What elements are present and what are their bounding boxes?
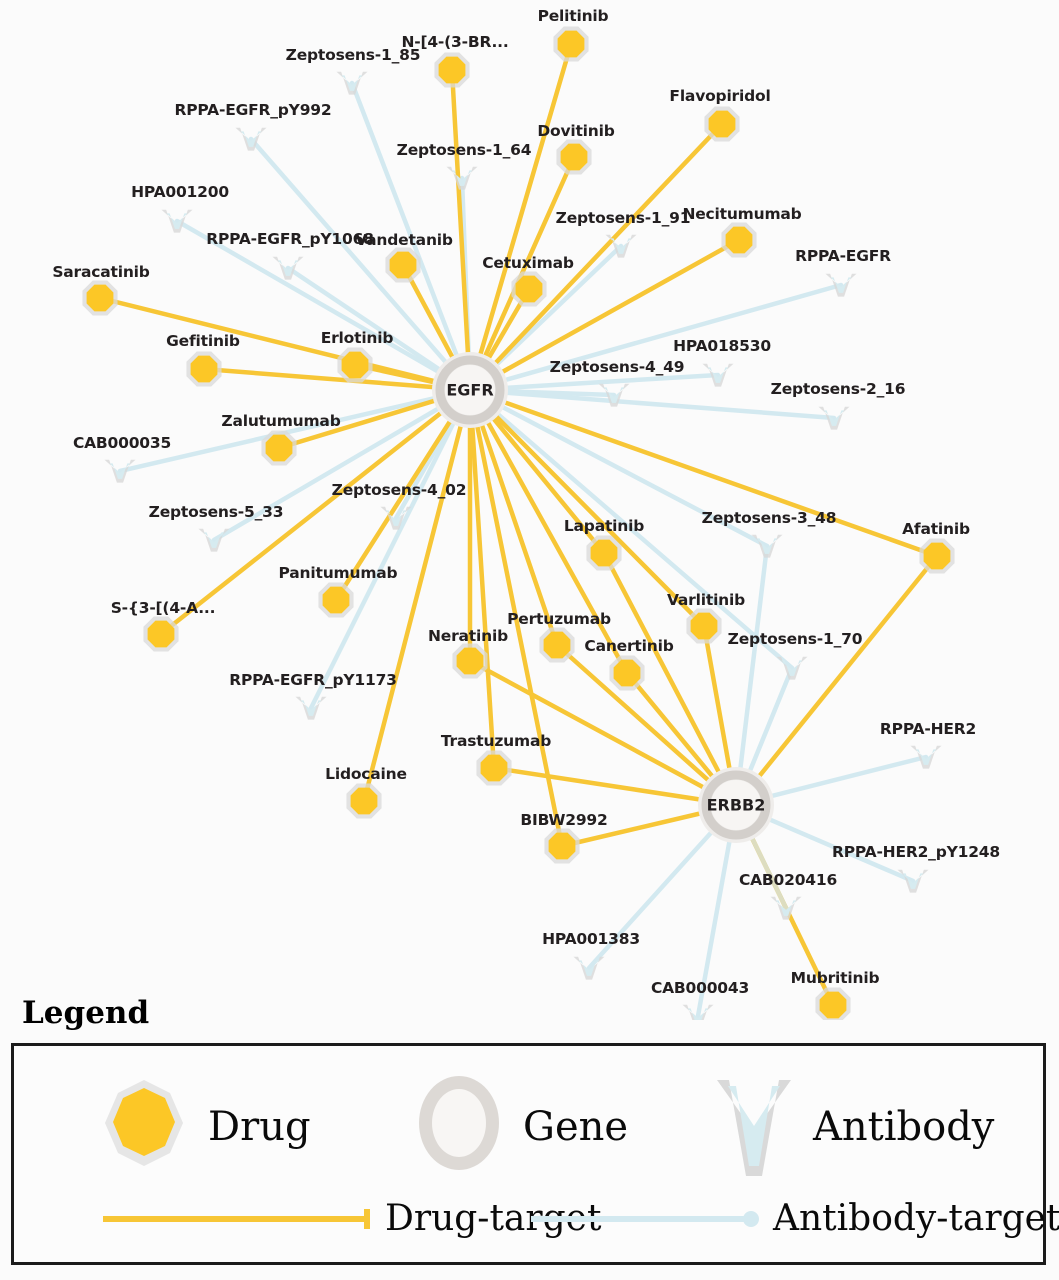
drug-node[interactable] (385, 247, 421, 283)
legend-label-gene: Gene (523, 1103, 629, 1150)
antibody-node[interactable] (770, 896, 802, 920)
drug-target-edge[interactable] (158, 387, 473, 637)
antibody-node[interactable] (235, 127, 267, 151)
drug-target-edge[interactable] (467, 41, 574, 393)
legend-title: Legend (22, 995, 150, 1031)
antibody-node[interactable] (573, 956, 605, 980)
antibody-target-edge[interactable] (174, 218, 473, 393)
drug-node[interactable] (82, 280, 118, 316)
legend-item-gene: Gene (409, 1074, 628, 1179)
antibody-target-edge[interactable] (467, 372, 721, 393)
antibody-node[interactable] (598, 383, 630, 407)
antibody-node[interactable] (380, 506, 412, 530)
drug-target-edge[interactable] (467, 237, 742, 393)
drug-node[interactable] (544, 828, 580, 864)
antibody-target-edge-icon (531, 1211, 759, 1227)
drug-target-edge[interactable] (467, 658, 739, 808)
antibody-node[interactable] (161, 209, 193, 233)
antibody-target-edge[interactable] (467, 387, 795, 671)
drug-target-edge[interactable] (467, 387, 565, 849)
legend-item-antibody-target: Antibody-target (527, 1201, 1059, 1237)
node-layer (82, 26, 955, 1020)
antibody-node[interactable] (825, 273, 857, 297)
network-graph[interactable]: N-[4-(3-BR... Pelitinib Flavopiridol Doviti… (0, 0, 1059, 1020)
antibody-target-edge[interactable] (733, 543, 770, 808)
antibody-node[interactable] (336, 71, 368, 95)
drug-node[interactable] (318, 582, 354, 618)
legend-label-drug: Drug (208, 1103, 311, 1150)
drug-node[interactable] (434, 52, 470, 88)
antibody-node[interactable] (751, 534, 783, 558)
antibody-node[interactable] (776, 656, 808, 680)
antibody-target-edge[interactable] (211, 387, 473, 543)
drug-target-edge[interactable] (361, 387, 473, 804)
drug-node[interactable] (346, 783, 382, 819)
legend-item-antibody: Antibody (709, 1074, 994, 1179)
antibody-node[interactable] (702, 363, 734, 387)
drug-node[interactable] (337, 347, 373, 383)
antibody-target-edge[interactable] (349, 80, 473, 393)
antibody-target-edge[interactable] (467, 387, 837, 421)
legend-label-antibody: Antibody (813, 1103, 995, 1150)
antibody-node[interactable] (446, 166, 478, 190)
antibody-node[interactable] (198, 528, 230, 552)
drug-target-edge[interactable] (554, 642, 739, 808)
antibody-chevron-icon (717, 1080, 791, 1176)
antibody-target-edge[interactable] (467, 282, 844, 393)
antibody-target-edge[interactable] (117, 387, 473, 474)
drug-node[interactable] (539, 627, 575, 663)
drug-node[interactable] (143, 616, 179, 652)
legend-item-drug: Drug (94, 1074, 311, 1179)
drug-node[interactable] (553, 26, 589, 62)
antibody-node[interactable] (104, 459, 136, 483)
drug-target-edge[interactable] (201, 366, 473, 393)
drug-target-edge[interactable] (467, 121, 725, 393)
drug-node[interactable] (476, 750, 512, 786)
drug-target-edge-icon (103, 1209, 370, 1229)
drug-octagon-icon (105, 1080, 183, 1166)
gene-node[interactable] (432, 352, 508, 428)
drug-node[interactable] (586, 535, 622, 571)
antibody-node[interactable] (910, 745, 942, 769)
antibody-target-edge[interactable] (467, 387, 770, 549)
antibody-node[interactable] (272, 256, 304, 280)
drug-target-edge[interactable] (333, 387, 473, 603)
drug-node[interactable] (556, 139, 592, 175)
drug-target-edge[interactable] (467, 387, 707, 629)
drug-node[interactable] (815, 987, 851, 1020)
drug-node[interactable] (186, 351, 222, 387)
drug-node[interactable] (452, 643, 488, 679)
drug-target-edge[interactable] (467, 387, 630, 676)
gene-ring-icon (419, 1076, 499, 1170)
antibody-node[interactable] (295, 696, 327, 720)
drug-target-edge[interactable] (733, 553, 940, 808)
antibody-target-edge[interactable] (308, 387, 473, 711)
drug-node[interactable] (721, 222, 757, 258)
antibody-node[interactable] (605, 234, 637, 258)
drug-target-edge[interactable] (601, 550, 739, 808)
legend-box: Drug Gene Antibody Drug-target (11, 1043, 1059, 1265)
antibody-target-edge[interactable] (248, 136, 473, 393)
legend-label-antibody-target: Antibody-target (773, 1198, 1059, 1239)
drug-target-edge[interactable] (467, 387, 560, 648)
antibody-node[interactable] (818, 406, 850, 430)
gene-node-label: EGFR (446, 380, 494, 400)
drug-target-edge[interactable] (491, 765, 739, 808)
drug-target-edge[interactable] (467, 387, 497, 771)
antibody-node[interactable] (897, 869, 929, 893)
gene-node-label: ERBB2 (706, 795, 766, 815)
drug-node[interactable] (511, 271, 547, 307)
drug-target-edge[interactable] (449, 67, 473, 393)
graph-canvas[interactable] (0, 0, 1059, 1020)
drug-target-edge[interactable] (467, 387, 940, 559)
drug-node[interactable] (609, 655, 645, 691)
drug-node[interactable] (919, 538, 955, 574)
gene-node[interactable] (698, 767, 774, 843)
drug-node[interactable] (686, 608, 722, 644)
drug-node[interactable] (704, 106, 740, 142)
antibody-node[interactable] (682, 1004, 714, 1020)
drug-node[interactable] (261, 430, 297, 466)
